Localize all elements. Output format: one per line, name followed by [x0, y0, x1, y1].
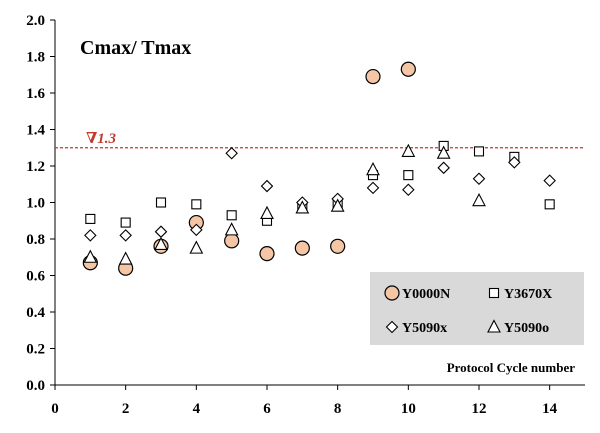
legend-marker-y0000n [384, 285, 400, 301]
y-tick-label: 0.6 [26, 269, 45, 285]
point-y5090o-5 [224, 222, 239, 236]
y-tick-label: 1.6 [26, 86, 45, 102]
legend-label-y3670x: Y3670X [504, 287, 552, 302]
point-y0000n-7 [294, 240, 310, 256]
x-tick-label: 8 [334, 401, 342, 417]
point-y5090x-6 [260, 179, 274, 193]
point-y3670x-14 [544, 199, 555, 210]
x-tick-label: 2 [122, 401, 130, 417]
point-y5090o-6 [260, 205, 274, 219]
point-y3670x-3 [155, 197, 167, 208]
point-y5090x-11 [437, 161, 450, 175]
y-tick-label: 0.8 [26, 232, 45, 248]
point-y3670x-1 [85, 213, 96, 224]
point-y5090o-7 [295, 200, 310, 214]
legend-box [370, 272, 584, 345]
legend-label-y5090x: Y5090x [402, 321, 447, 336]
point-y3670x-2 [120, 217, 131, 228]
point-y3670x-12 [473, 146, 485, 157]
legend: Y0000N Y3670X Y5090x Y5090o [370, 272, 584, 345]
legend-label-y0000n: Y0000N [402, 287, 450, 302]
point-y5090o-9 [366, 161, 380, 176]
point-y0000n-9 [365, 68, 381, 85]
point-y5090x-14 [543, 174, 556, 187]
y-tick-label: 0.4 [26, 305, 45, 321]
y-tick-label: 1.8 [26, 50, 45, 66]
point-y5090x-4 [190, 223, 203, 237]
x-tick-label: 12 [472, 401, 487, 417]
data-points [82, 61, 556, 276]
axes [50, 19, 585, 390]
y-tick-label: 0.2 [26, 342, 45, 358]
point-y5090x-3 [154, 225, 168, 238]
x-axis-label: Protocol Cycle number [447, 360, 576, 375]
point-y5090x-2 [119, 229, 132, 242]
y-tick-label: 2.0 [26, 13, 45, 29]
point-y5090x-13 [508, 156, 521, 169]
y-tick-label: 1.4 [26, 123, 45, 139]
point-y5090o-1 [83, 249, 98, 263]
point-y5090x-9 [366, 181, 380, 195]
point-y5090x-1 [84, 229, 97, 242]
y-tick-label: 1.2 [26, 159, 45, 175]
point-y5090o-10 [401, 143, 416, 157]
legend-marker-y3670x [488, 287, 500, 299]
point-y5090o-3 [154, 236, 168, 251]
legend-marker-y5090x [385, 320, 399, 334]
point-y5090x-12 [472, 172, 486, 186]
x-tick-label: 10 [401, 401, 416, 417]
point-y0000n-6 [259, 246, 275, 262]
point-y5090x-5 [225, 146, 238, 160]
point-y3670x-10 [403, 170, 414, 181]
point-y5090o-2 [118, 251, 133, 265]
point-y0000n-5 [224, 233, 240, 249]
y-tick-label: 0.0 [26, 378, 45, 394]
x-tick-label: 14 [542, 401, 558, 417]
point-y5090x-10 [402, 183, 415, 197]
x-tick-label: 0 [51, 401, 59, 417]
chart-title: Cmax/ Tmax [80, 37, 191, 59]
tick-labels: 0.0 0.2 0.4 0.6 0.8 1.0 1.2 1.4 1.6 1.8 2.0 0 2 4 6 8 10… [26, 13, 557, 417]
point-y5090o-12 [472, 192, 486, 207]
legend-label-y5090o: Y5090o [504, 321, 549, 336]
reference-line-label: ∇1.3 [86, 131, 117, 147]
point-y0000n-8 [330, 238, 346, 254]
point-y5090o-11 [436, 145, 451, 159]
point-y3670x-5 [226, 210, 237, 221]
point-y3670x-4 [191, 199, 202, 210]
y-tick-label: 1.0 [26, 196, 45, 212]
x-tick-label: 4 [193, 401, 201, 417]
reference-line: ∇1.3 [55, 131, 585, 149]
x-tick-label: 6 [263, 401, 271, 417]
legend-marker-y5090o [487, 319, 501, 333]
point-y5090o-4 [189, 240, 204, 254]
point-y0000n-10 [400, 61, 416, 77]
point-y5090o-8 [330, 198, 345, 212]
